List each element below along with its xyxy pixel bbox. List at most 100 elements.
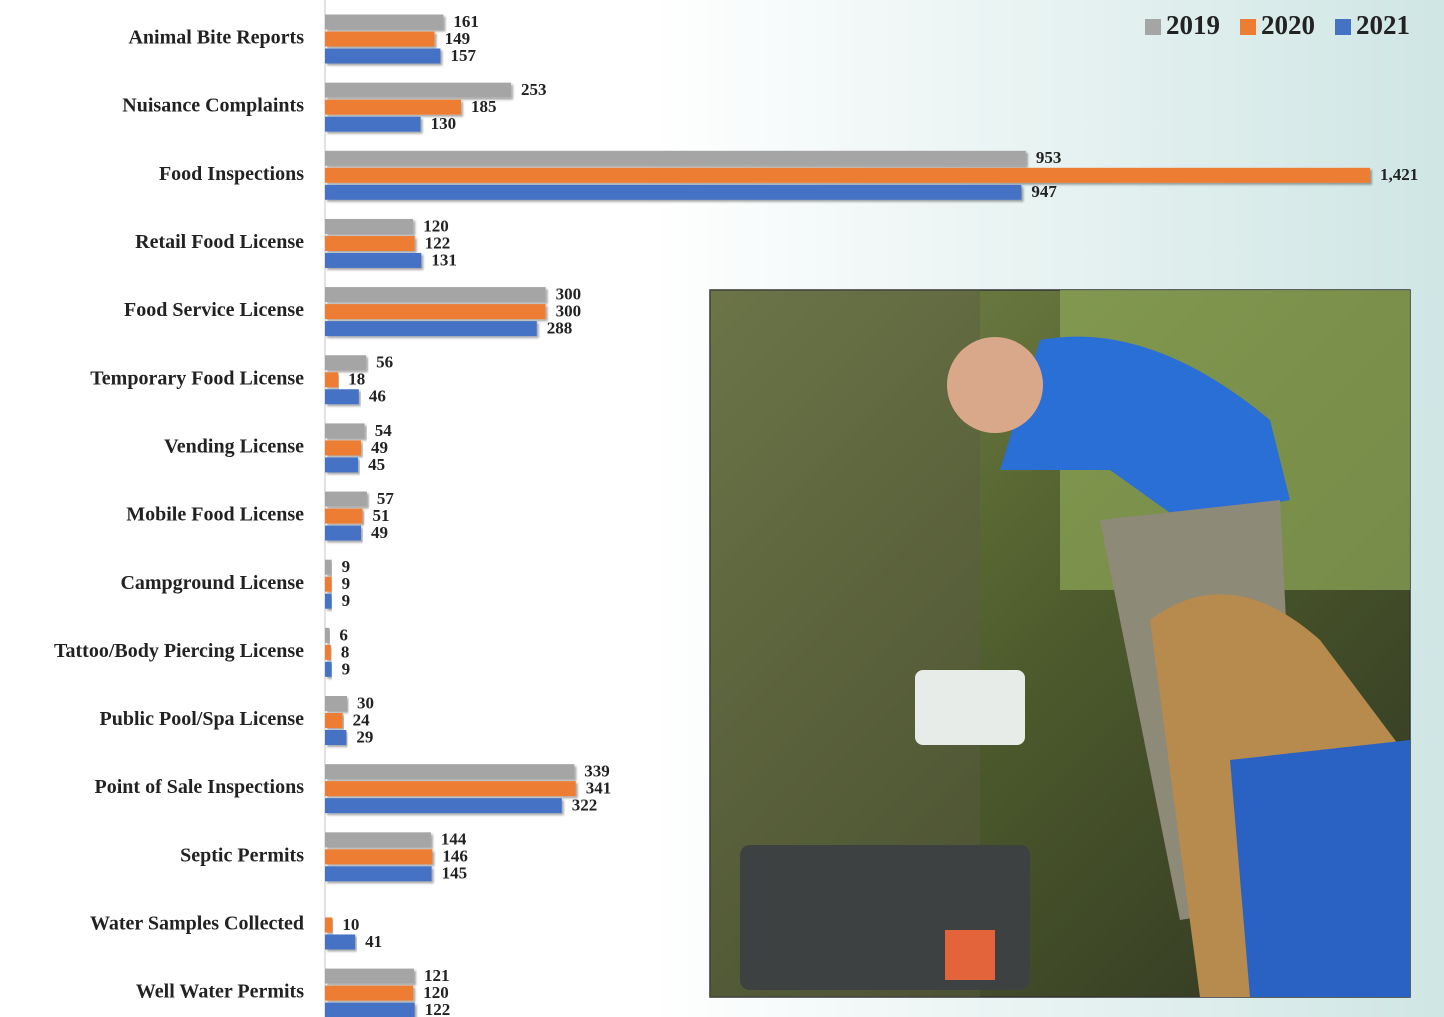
bar	[325, 713, 343, 728]
value-label: 41	[365, 932, 382, 951]
bar	[325, 423, 365, 439]
bar	[325, 218, 414, 234]
value-label: 144	[441, 830, 467, 849]
bar	[325, 372, 339, 388]
bar	[325, 167, 1370, 183]
legend: 2019 2020 2021	[1145, 10, 1410, 40]
category-label: Septic Permits	[180, 844, 304, 866]
value-label: 57	[377, 489, 395, 508]
bar	[325, 849, 433, 865]
bar	[325, 661, 332, 677]
value-label: 122	[425, 1000, 451, 1017]
value-label: 185	[471, 97, 497, 116]
value-label: 947	[1031, 182, 1057, 201]
category-label: Food Inspections	[159, 163, 304, 185]
category-label: Water Samples Collected	[90, 913, 304, 935]
legend-label: 2020	[1261, 10, 1315, 40]
category-label: Point of Sale Inspections	[95, 776, 305, 798]
bar	[325, 696, 348, 711]
photo	[709, 289, 1411, 998]
value-label: 49	[371, 438, 388, 457]
legend-label: 2021	[1356, 10, 1410, 40]
bar	[325, 934, 356, 950]
value-label: 146	[442, 847, 468, 866]
bar	[325, 491, 367, 507]
value-label: 300	[556, 285, 582, 304]
value-label: 8	[341, 642, 350, 661]
bar	[325, 764, 575, 780]
category-label: Nuisance Complaints	[122, 95, 304, 117]
bar	[325, 82, 512, 98]
category-label: Animal Bite Reports	[128, 27, 304, 49]
category-label: Retail Food License	[135, 231, 304, 253]
value-label: 300	[556, 302, 582, 321]
bar	[325, 440, 362, 456]
value-label: 9	[342, 591, 351, 610]
bar	[325, 1002, 415, 1017]
value-label: 339	[584, 762, 610, 781]
value-label: 131	[431, 250, 457, 269]
value-label: 9	[342, 574, 351, 593]
bar	[325, 798, 562, 814]
value-label: 6	[339, 625, 348, 644]
bar	[325, 644, 331, 660]
bar	[325, 866, 432, 882]
bar	[325, 235, 415, 251]
category-label: Tattoo/Body Piercing License	[54, 640, 304, 662]
value-label: 953	[1036, 148, 1062, 167]
bar	[325, 389, 359, 405]
category-label: Well Water Permits	[136, 981, 304, 1003]
value-label: 1,421	[1380, 165, 1418, 184]
value-label: 121	[424, 966, 450, 985]
bar	[325, 321, 537, 337]
bar	[325, 457, 359, 473]
bar	[325, 355, 367, 371]
bar	[325, 576, 332, 592]
value-label: 130	[431, 114, 457, 133]
bar	[325, 31, 435, 47]
value-label: 120	[423, 983, 449, 1002]
value-label: 157	[450, 46, 476, 65]
value-label: 9	[342, 659, 351, 678]
bar	[325, 14, 444, 30]
value-label: 322	[572, 796, 598, 815]
bar	[325, 48, 441, 64]
category-label: Campground License	[120, 572, 304, 594]
bar	[325, 917, 333, 933]
legend-label: 2019	[1166, 10, 1220, 40]
legend-swatch	[1240, 19, 1256, 35]
value-label: 30	[357, 693, 374, 712]
bar	[325, 730, 347, 745]
value-label: 45	[368, 455, 385, 474]
bar	[325, 627, 330, 643]
value-label: 18	[348, 370, 365, 389]
value-label: 24	[353, 710, 371, 729]
value-label: 149	[445, 29, 471, 48]
value-label: 54	[375, 421, 393, 440]
category-label: Vending License	[164, 435, 304, 457]
value-label: 49	[371, 523, 388, 542]
bar	[325, 968, 414, 984]
bar	[325, 184, 1022, 200]
legend-swatch	[1145, 19, 1161, 35]
value-label: 56	[376, 353, 393, 372]
value-label: 145	[442, 864, 468, 883]
value-label: 253	[521, 80, 547, 99]
bar	[325, 150, 1026, 166]
value-label: 46	[369, 387, 386, 406]
bar	[325, 116, 421, 132]
bar	[325, 559, 332, 575]
bar	[325, 781, 576, 797]
value-label: 161	[453, 12, 479, 31]
bar	[325, 304, 546, 320]
bar	[325, 593, 332, 609]
category-label: Food Service License	[124, 299, 304, 321]
value-label: 120	[423, 216, 449, 235]
value-label: 51	[373, 506, 390, 525]
bar	[325, 252, 422, 268]
category-label: Public Pool/Spa License	[100, 708, 305, 730]
category-label: Mobile Food License	[126, 504, 304, 526]
bar	[325, 287, 546, 303]
bar	[325, 525, 362, 541]
